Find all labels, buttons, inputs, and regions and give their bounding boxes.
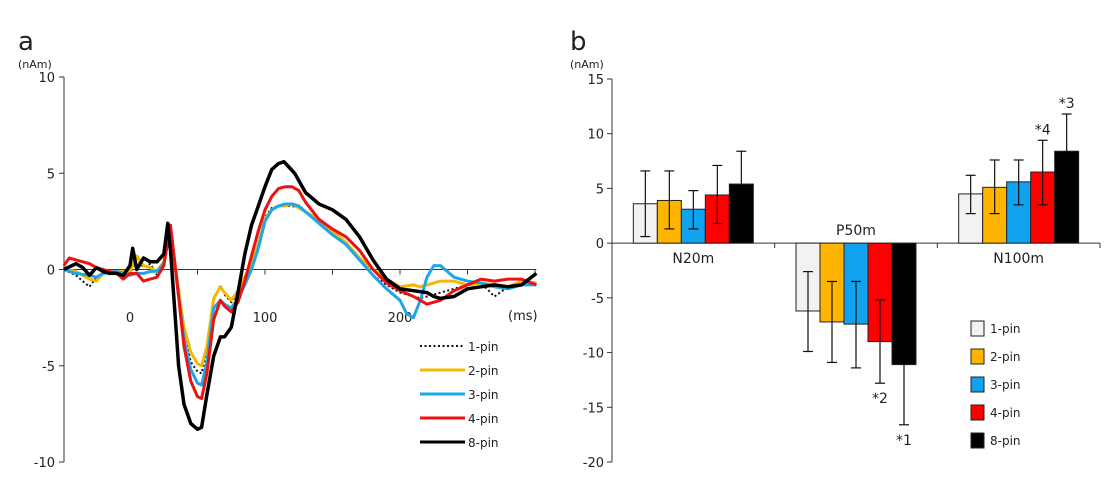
panel-b-y-tick-label: 10 (587, 128, 604, 143)
significance-label: *1 (896, 433, 912, 449)
significance-label: *3 (1059, 96, 1075, 112)
legend-label-1-pin: 1-pin (468, 340, 499, 354)
panel-b-bar-chart: b (nAm) 15 10 5 0 -5 -10 -15 -20 N20m P50m N100m *… (570, 27, 1101, 471)
legend-label-2-pin: 2-pin (990, 350, 1021, 364)
legend-label-3-pin: 3-pin (990, 378, 1021, 392)
panel-a-y-unit: (nAm) (18, 58, 52, 71)
legend-swatch-2-pin (970, 348, 985, 365)
panel-a-y-tick-label: 0 (47, 264, 55, 279)
panel-b-y-unit: (nAm) (570, 58, 604, 71)
legend-label-4-pin: 4-pin (468, 412, 499, 426)
panel-b-y-tick-label: -20 (583, 456, 604, 471)
panel-a-letter: a (18, 27, 34, 57)
panel-b-letter: b (570, 27, 587, 57)
bar-N100m-8-pin (1054, 150, 1080, 244)
legend-swatch-1-pin (970, 320, 985, 337)
legend-label-4-pin: 4-pin (990, 406, 1021, 420)
panel-a-x-tick-label: 0 (126, 311, 134, 326)
bar-P50m-8-pin (891, 242, 917, 366)
legend-swatch-4-pin (970, 404, 985, 421)
panel-a-x-tick-label: 100 (253, 311, 278, 326)
category-label-N100m: N100m (993, 251, 1044, 267)
legend-swatch-8-pin (970, 432, 985, 449)
legend-label-2-pin: 2-pin (468, 364, 499, 378)
panel-b-y-tick-label: 5 (596, 182, 604, 197)
series-line-8-pin (63, 159, 538, 432)
legend-label-1-pin: 1-pin (990, 322, 1021, 336)
significance-label: *4 (1035, 122, 1051, 138)
legend-label-8-pin: 8-pin (990, 434, 1021, 448)
significance-label: *2 (872, 391, 888, 407)
series-line-4-pin (62, 185, 537, 400)
legend-label-3-pin: 3-pin (468, 388, 499, 402)
category-label-N20m: N20m (672, 251, 714, 267)
bar-N20m-8-pin (728, 183, 754, 244)
panel-b-y-tick-label: 15 (587, 73, 604, 88)
panel-a-y-tick-label: 5 (47, 167, 55, 182)
panel-b-y-tick-label: -15 (583, 401, 604, 416)
panel-b-y-tick-label: -10 (583, 347, 604, 362)
panel-a-x-unit: (ms) (508, 309, 538, 324)
panel-b-y-tick-label: -5 (591, 292, 604, 307)
panel-a-y-tick-label: 10 (38, 71, 55, 86)
panel-a-y-tick-label: -10 (34, 456, 55, 471)
panel-a-y-tick-label: -5 (42, 360, 55, 375)
legend-label-8-pin: 8-pin (468, 436, 499, 450)
legend-swatch-3-pin (970, 376, 985, 393)
series-line-3-pin (63, 202, 537, 387)
panel-b-y-tick-label: 0 (596, 237, 604, 252)
category-label-P50m: P50m (836, 223, 876, 239)
